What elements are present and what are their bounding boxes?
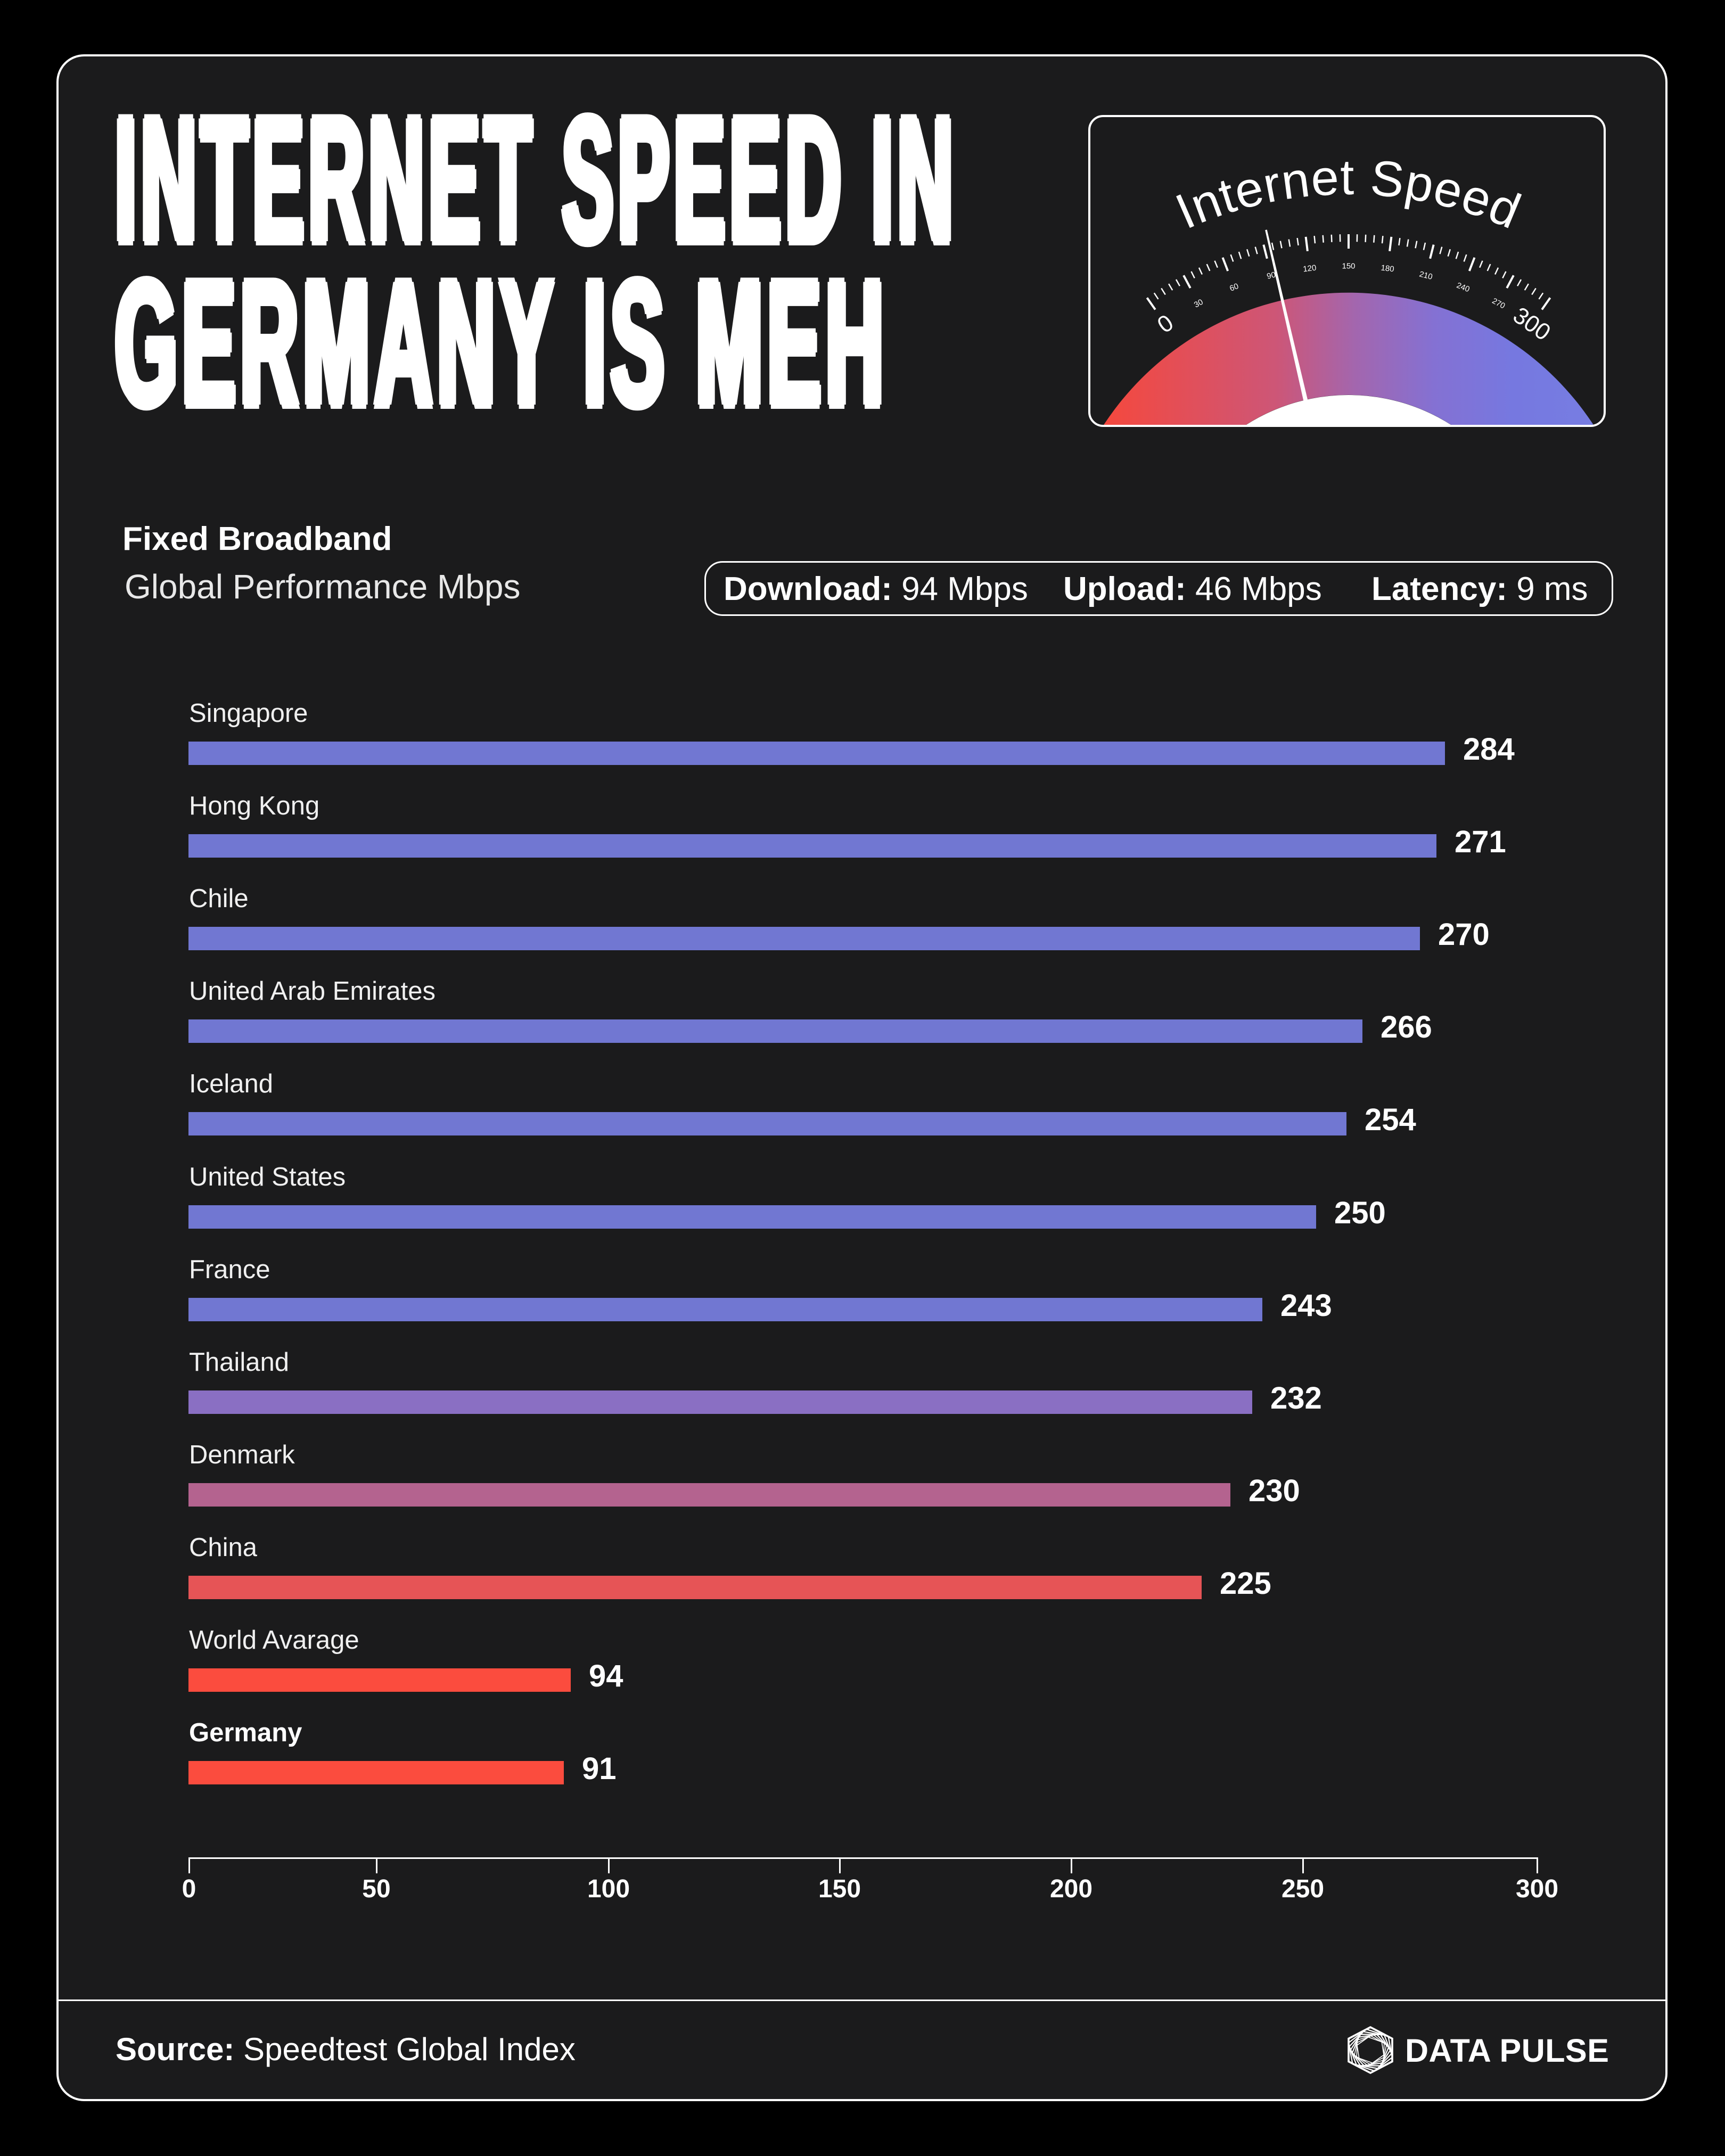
svg-text:210: 210: [1418, 270, 1433, 282]
svg-text:270: 270: [1491, 297, 1507, 311]
svg-text:240: 240: [1455, 281, 1471, 294]
svg-text:300: 300: [1508, 302, 1555, 345]
svg-text:150: 150: [1342, 262, 1355, 271]
svg-text:30: 30: [1193, 298, 1205, 310]
svg-text:180: 180: [1381, 264, 1395, 274]
svg-text:0: 0: [1153, 309, 1178, 338]
svg-text:120: 120: [1302, 264, 1317, 274]
svg-text:Internet Speed: Internet Speed: [1168, 149, 1529, 240]
svg-text:90: 90: [1266, 270, 1277, 282]
svg-text:60: 60: [1228, 282, 1240, 293]
